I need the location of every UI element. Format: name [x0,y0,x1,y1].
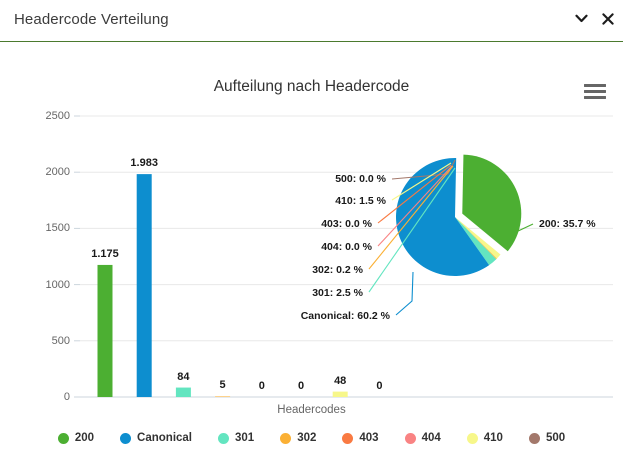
pie-leader-line [377,165,453,247]
legend-label: 301 [235,432,255,444]
window-header: Headercode Verteilung [0,0,623,42]
pie-leader-lines [368,159,534,316]
legend-color-dot [404,432,416,444]
pie-slice[interactable] [462,154,522,252]
legend-label: 403 [359,432,379,444]
bar[interactable] [136,174,152,397]
bar-value-label: 5 [219,379,226,392]
y-tick-label: 2000 [45,166,70,179]
legend-color-dot [466,432,478,444]
legend-color-dot [120,432,132,444]
legend-color-dot [218,432,230,444]
legend-color-dot [342,432,354,444]
window-controls [574,10,615,27]
bar-value-label: 1.175 [91,247,119,260]
bar-value-label: 1.983 [130,157,158,170]
y-axis-ticks: 0 500 1000 1500 2000 2500 [12,42,70,470]
legend-item[interactable]: 410 [466,432,503,444]
y-tick-label: 2500 [45,110,70,122]
pie-slice-label: Canonical: 60.2 % [300,310,390,322]
pie-slice[interactable] [455,217,501,259]
pie-leader-line [377,164,452,224]
legend-item[interactable]: 403 [342,432,379,444]
y-tick-label: 500 [51,334,70,347]
pie-slice-label: 404: 0.0 % [321,241,372,253]
chart-graphics [74,115,613,398]
pie-slice[interactable] [396,158,490,276]
legend-label: 500 [545,432,566,444]
pie-slice-label: 403: 0.0 % [321,218,372,230]
legend-item[interactable]: 302 [280,432,316,444]
legend-color-dot [528,432,540,444]
pie-leader-line [368,165,454,270]
pie-leader-line [391,162,452,201]
bar[interactable] [215,396,231,397]
legend-label: 404 [421,432,441,444]
x-axis-title: Headercodes [277,404,346,416]
bar-value-label: 84 [177,370,190,383]
bar-value-label: 48 [334,374,347,387]
pie-leader-line [391,159,456,180]
pie-slice-label: 301: 2.5 % [312,287,363,299]
pie-slice[interactable] [455,217,497,260]
chevron-down-icon[interactable] [574,10,589,27]
y-tick-label: 1500 [45,222,70,235]
bar-value-label: 0 [258,380,265,392]
pie-leader-line [395,271,414,316]
pie-slice-label: 410: 1.5 % [335,195,386,207]
close-icon[interactable] [600,10,615,27]
legend-color-dot [280,432,292,444]
legend-item[interactable]: 301 [218,432,254,444]
legend-label: 302 [297,432,317,444]
hamburger-menu-icon[interactable] [584,80,606,102]
y-tick-label: 1000 [45,278,70,291]
bar-series [97,174,348,397]
bar[interactable] [332,391,348,397]
window-title: Headercode Verteilung [14,11,169,28]
chart-card: Aufteilung nach Headercode 0 500 1000 1500 2… [0,42,623,470]
legend-label: 410 [483,432,503,444]
pie-leader-line [515,223,534,233]
chart-title: Aufteilung nach Headercode [213,78,410,95]
bar[interactable] [175,387,191,397]
pie-leader-line [368,167,456,293]
bar-value-label: 0 [297,380,305,392]
legend-item[interactable]: 500 [528,432,566,444]
legend-label: Canonical [137,432,193,444]
chart-legend: 200 Canonical 301 302 403 404 410 500 [0,432,623,444]
pie-inset [396,154,522,276]
legend-item[interactable]: Canonical [120,432,192,444]
legend-color-dot [57,432,69,444]
pie-slice[interactable] [455,217,497,266]
legend-item[interactable]: 404 [404,432,441,444]
legend-label: 200 [74,432,95,444]
bar-value-label: 0 [376,380,383,392]
y-tick-label: 0 [63,391,70,403]
bar[interactable] [97,264,113,397]
pie-slice-label: 500: 0.0 % [335,173,386,185]
pie-slice-label: 200: 35.7 % [539,218,596,230]
pie-slice-label: 302: 0.2 % [312,264,363,276]
legend-item[interactable]: 200 [57,432,95,444]
